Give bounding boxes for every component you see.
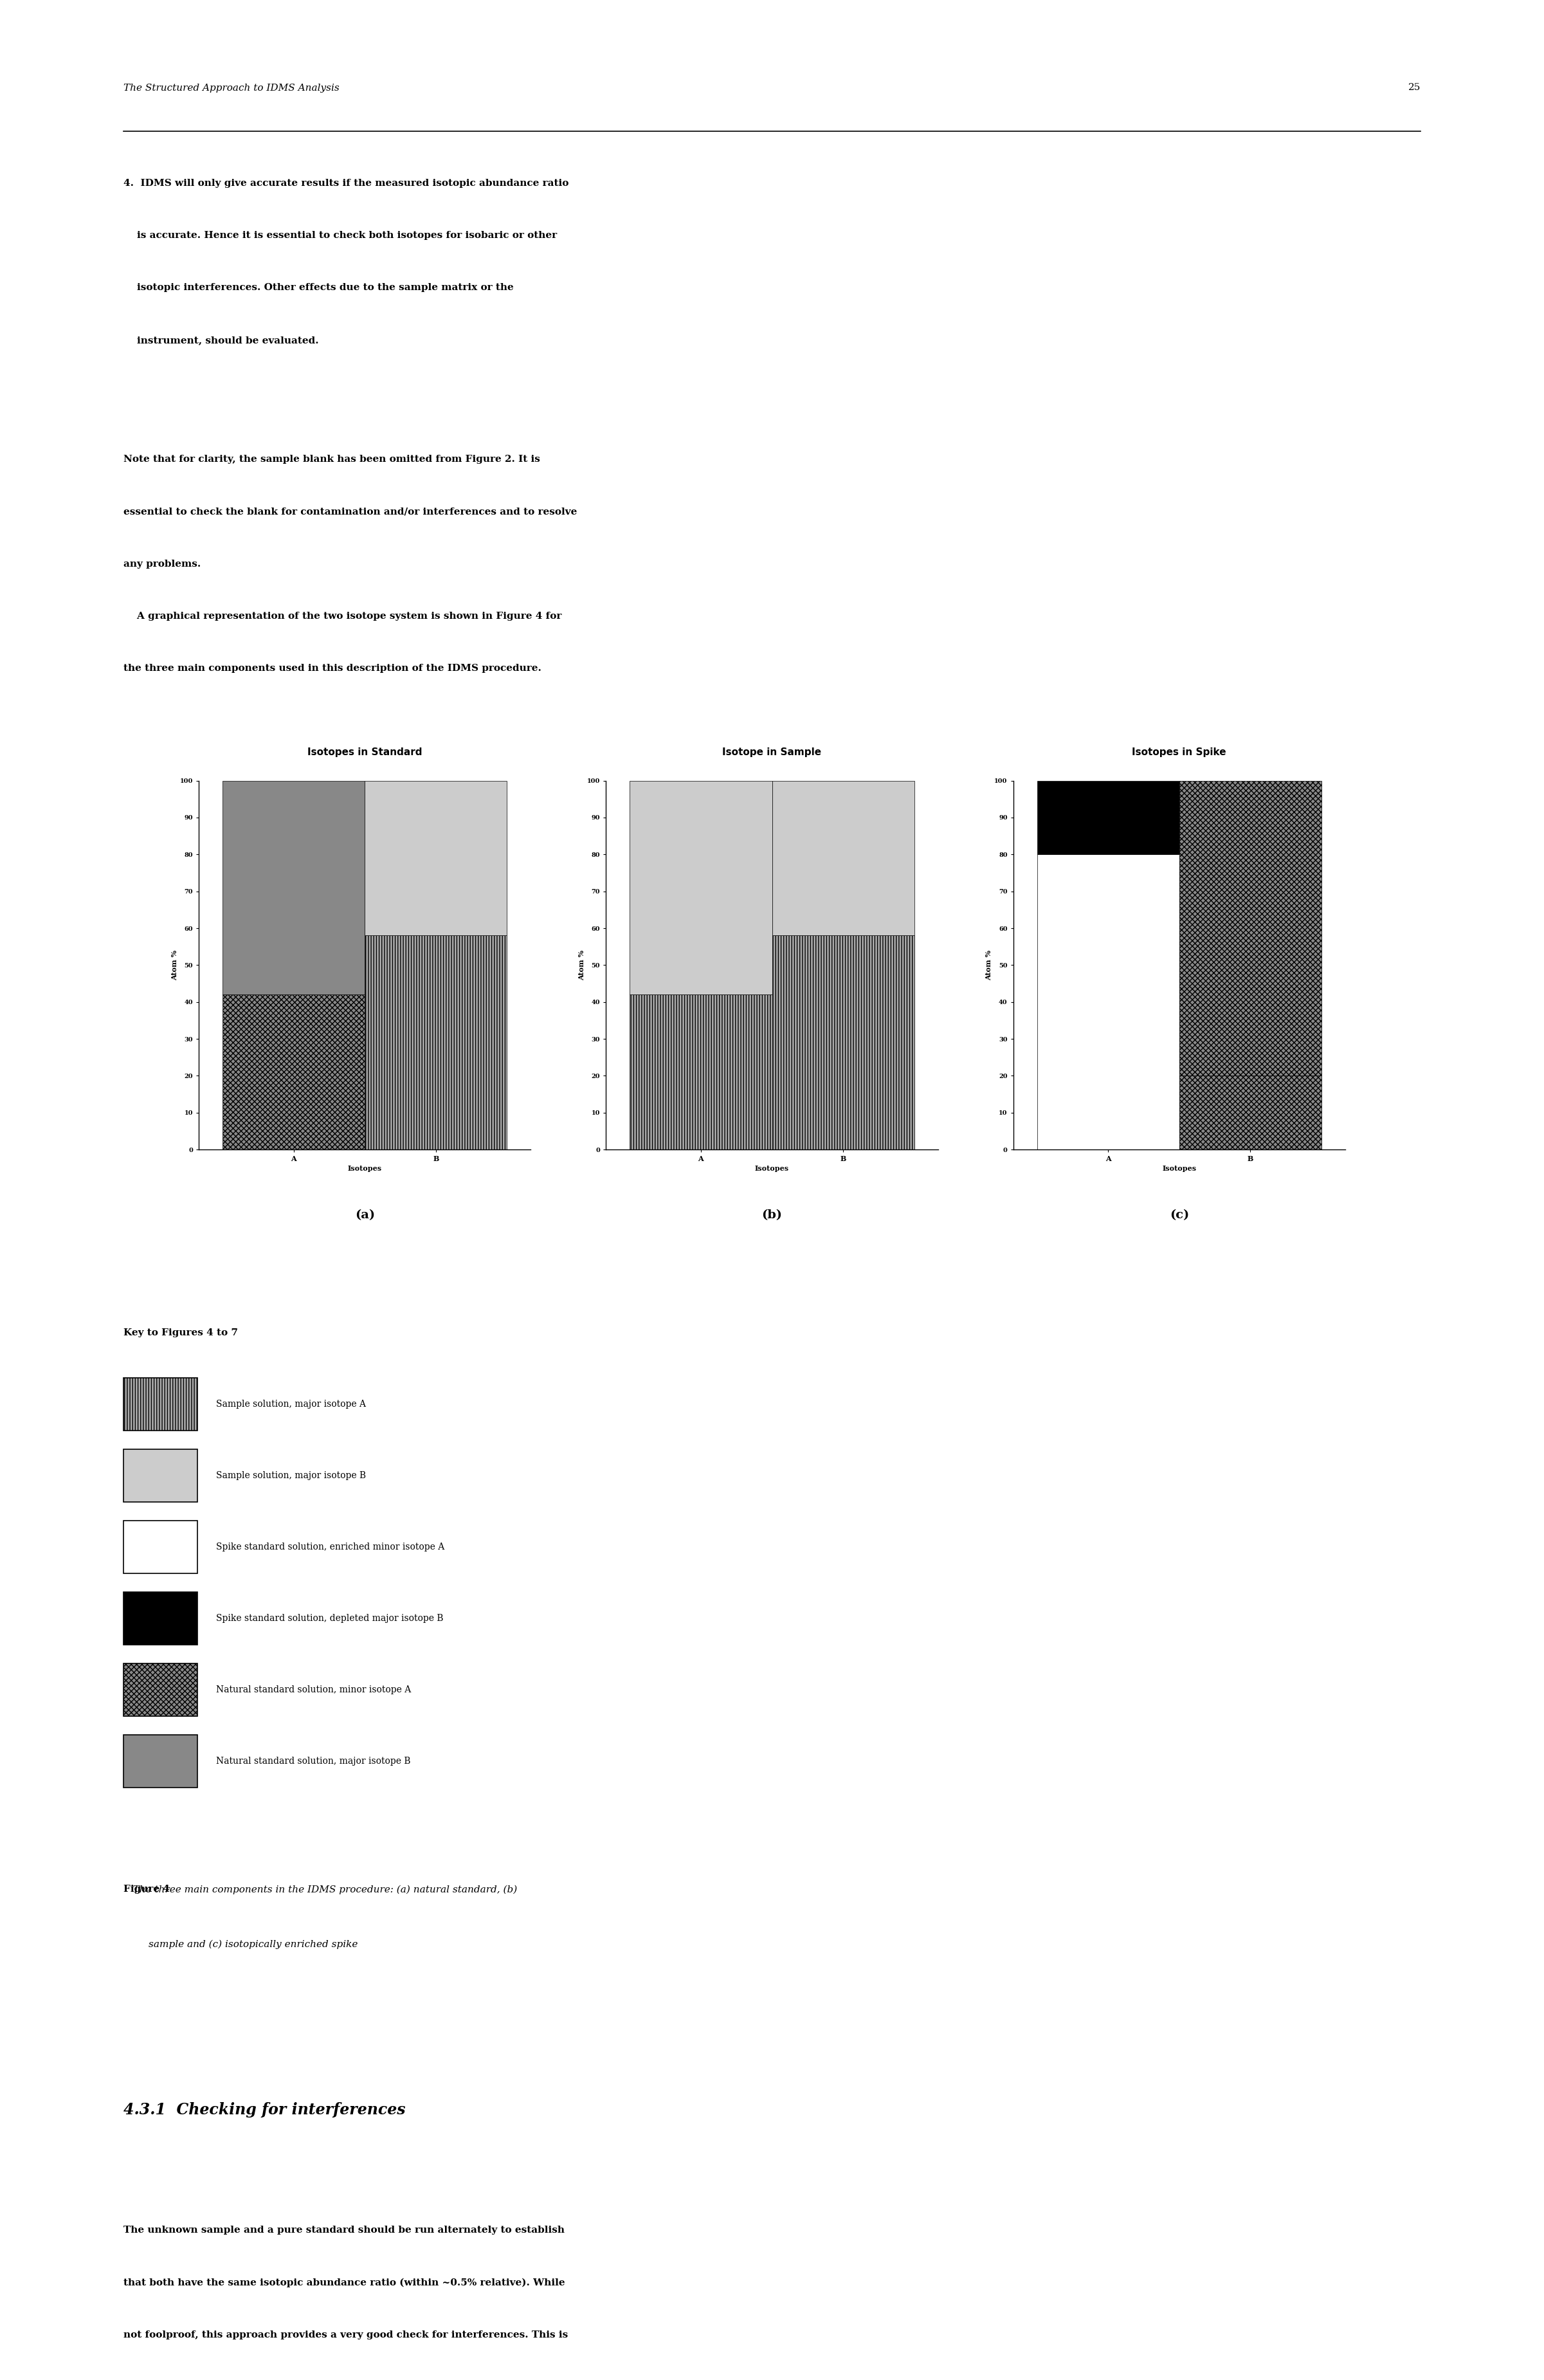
- X-axis label: Isotopes: Isotopes: [347, 1166, 381, 1173]
- FancyBboxPatch shape: [124, 1378, 198, 1430]
- Text: The Structured Approach to IDMS Analysis: The Structured Approach to IDMS Analysis: [124, 83, 340, 93]
- Text: isotopic interferences. Other effects due to the sample matrix or the: isotopic interferences. Other effects du…: [124, 283, 514, 293]
- Bar: [364, 935, 506, 1150]
- Text: Natural standard solution, major isotope B: Natural standard solution, major isotope…: [216, 1756, 411, 1766]
- Text: instrument, should be evaluated.: instrument, should be evaluated.: [124, 336, 318, 345]
- Text: Isotope in Sample: Isotope in Sample: [723, 747, 821, 757]
- Text: sample and (c) isotopically enriched spike: sample and (c) isotopically enriched spi…: [124, 1940, 358, 1949]
- Text: Sample solution, major isotope A: Sample solution, major isotope A: [216, 1399, 366, 1409]
- X-axis label: Isotopes: Isotopes: [1163, 1166, 1197, 1173]
- X-axis label: Isotopes: Isotopes: [755, 1166, 789, 1173]
- FancyBboxPatch shape: [124, 1592, 198, 1645]
- Text: is accurate. Hence it is essential to check both isotopes for isobaric or other: is accurate. Hence it is essential to ch…: [124, 231, 557, 240]
- Text: Sample solution, major isotope B: Sample solution, major isotope B: [216, 1471, 366, 1480]
- Bar: [364, 781, 506, 935]
- Text: 25: 25: [1408, 83, 1420, 93]
- Text: Key to Figures 4 to 7: Key to Figures 4 to 7: [124, 1328, 238, 1338]
- Text: any problems.: any problems.: [124, 559, 201, 569]
- FancyBboxPatch shape: [124, 1449, 198, 1502]
- Text: (b): (b): [761, 1209, 783, 1221]
- Y-axis label: Atom %: Atom %: [985, 950, 993, 981]
- Bar: [772, 935, 914, 1150]
- Bar: [772, 781, 914, 935]
- FancyBboxPatch shape: [124, 1521, 198, 1573]
- Y-axis label: Atom %: Atom %: [579, 950, 585, 981]
- Text: The unknown sample and a pure standard should be run alternately to establish: The unknown sample and a pure standard s…: [124, 2225, 565, 2235]
- FancyBboxPatch shape: [124, 1664, 198, 1716]
- Bar: [630, 995, 772, 1150]
- Text: Figure 4: Figure 4: [124, 1885, 170, 1894]
- Bar: [222, 995, 364, 1150]
- Bar: [630, 781, 772, 995]
- Bar: [1180, 1076, 1322, 1150]
- Text: The three main components in the IDMS procedure: (a) natural standard, (b): The three main components in the IDMS pr…: [124, 1885, 517, 1894]
- Bar: [222, 781, 364, 995]
- Text: Note that for clarity, the sample blank has been omitted from Figure 2. It is: Note that for clarity, the sample blank …: [124, 455, 540, 464]
- Text: not foolproof, this approach provides a very good check for interferences. This : not foolproof, this approach provides a …: [124, 2330, 568, 2340]
- Text: (a): (a): [355, 1209, 375, 1221]
- Text: 4.3.1  Checking for interferences: 4.3.1 Checking for interferences: [124, 2102, 406, 2118]
- Text: A graphical representation of the two isotope system is shown in Figure 4 for: A graphical representation of the two is…: [124, 612, 562, 621]
- Text: the three main components used in this description of the IDMS procedure.: the three main components used in this d…: [124, 664, 542, 674]
- Text: Spike standard solution, enriched minor isotope A: Spike standard solution, enriched minor …: [216, 1542, 445, 1552]
- FancyBboxPatch shape: [124, 1735, 198, 1787]
- Text: Isotopes in Standard: Isotopes in Standard: [307, 747, 422, 757]
- Text: Isotopes in Spike: Isotopes in Spike: [1132, 747, 1226, 757]
- Y-axis label: Atom %: Atom %: [171, 950, 178, 981]
- Text: essential to check the blank for contamination and/or interferences and to resol: essential to check the blank for contami…: [124, 507, 577, 516]
- Text: that both have the same isotopic abundance ratio (within ~0.5% relative). While: that both have the same isotopic abundan…: [124, 2278, 565, 2287]
- Text: 4.  IDMS will only give accurate results if the measured isotopic abundance rati: 4. IDMS will only give accurate results …: [124, 178, 568, 188]
- Text: (c): (c): [1169, 1209, 1189, 1221]
- Bar: [1038, 854, 1180, 1150]
- Text: Spike standard solution, depleted major isotope B: Spike standard solution, depleted major …: [216, 1614, 443, 1623]
- Text: Natural standard solution, minor isotope A: Natural standard solution, minor isotope…: [216, 1685, 411, 1695]
- Bar: [1038, 781, 1180, 854]
- Bar: [1180, 781, 1322, 1076]
